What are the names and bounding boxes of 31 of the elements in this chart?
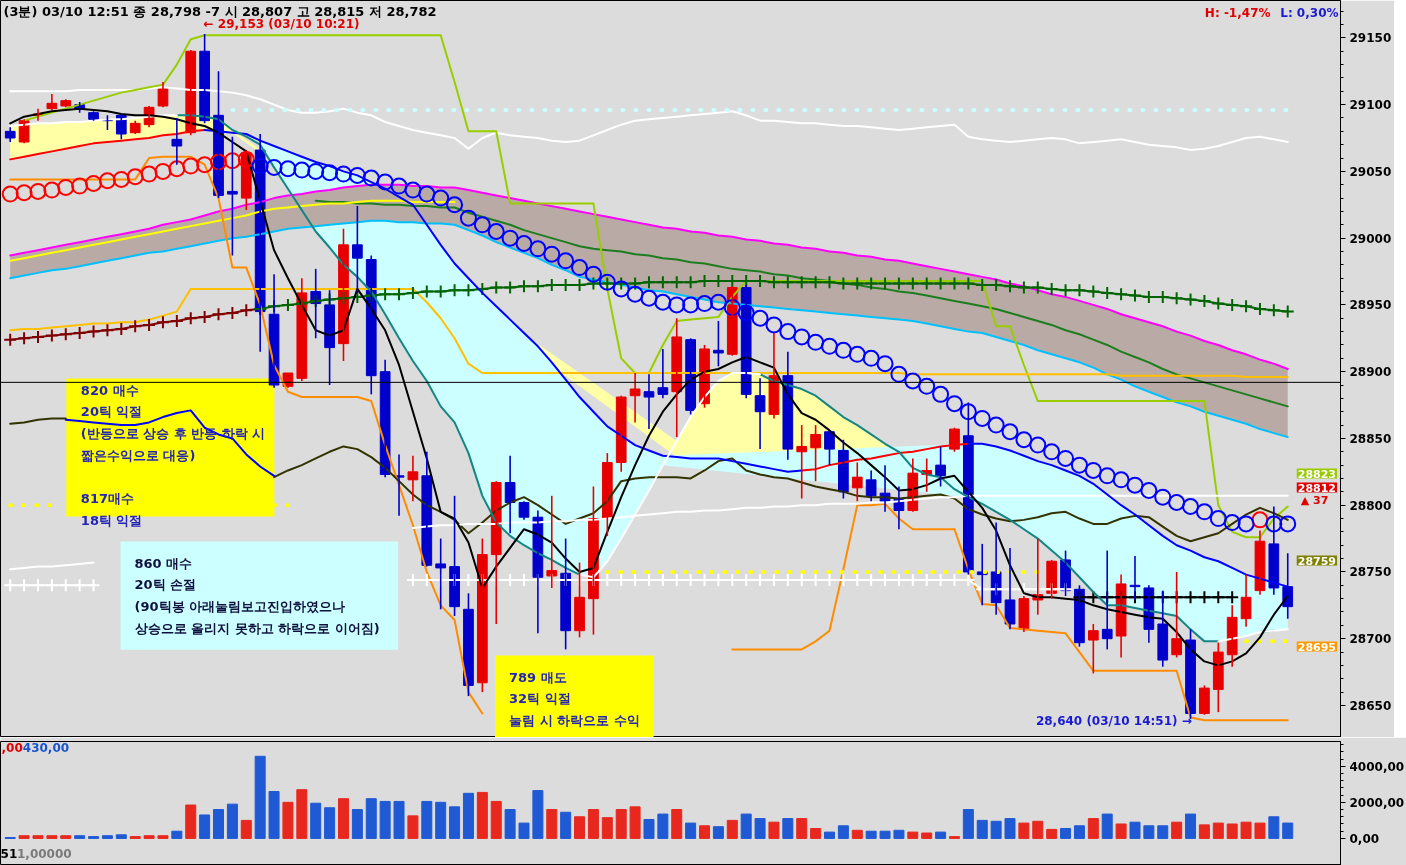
y-tick-label: 29000 — [1349, 231, 1392, 246]
y-tick-label: 2000,00 — [1349, 795, 1405, 810]
text: 28695 — [1297, 640, 1337, 654]
y-tick-label: 28900 — [1349, 365, 1392, 380]
annotation: 860 매수 20틱 손절 (90틱봉 아래눌림보고진입하였으나 상승으로 올리지 못하고 하락으로 이어짐) — [134, 555, 380, 636]
y-tick-label: 28950 — [1349, 298, 1392, 313]
y-tick-label: 0,00 — [1349, 831, 1380, 846]
annotation: 28,640 (03/10 14:51) → — [1035, 713, 1192, 728]
annotation: 430,00 — [22, 740, 70, 755]
y-tick-label: 29150 — [1349, 31, 1392, 46]
y-tick-label: 28700 — [1349, 632, 1392, 647]
text: ▲ 37 — [1300, 494, 1329, 507]
annotation: ,00 — [1, 740, 23, 755]
chart-title: (3분) 03/10 12:51 종 28,798 -7 시 28,807 고 28,815 저 28,782 — [3, 3, 437, 19]
annotation: ← 29,153 (03/10 10:21) — [203, 16, 360, 31]
y-tick-label: 29100 — [1349, 98, 1392, 113]
text: 28812 — [1297, 481, 1337, 495]
y-tick-label: 4000,00 — [1349, 759, 1405, 774]
annotation: 1,00000 — [16, 846, 72, 861]
annotation: L: 0,30% — [1280, 5, 1339, 20]
annotation: 789 매도 32틱 익절 눌림 시 하락으로 수익 — [509, 669, 640, 728]
annotation: 51 — [0, 846, 18, 861]
y-tick-label: 28800 — [1349, 498, 1392, 513]
y-tick-label: 29050 — [1349, 164, 1392, 179]
y-tick-label: 28750 — [1349, 565, 1392, 580]
text: 820 매수 20틱 익절 (반등으로 상승 후 반등 하락 시 짧은수익으로 대응) 817매수 18틱 익절 — [80, 382, 266, 528]
y-tick-label: 28850 — [1349, 431, 1392, 446]
annotation: H: -1,47% — [1204, 5, 1271, 20]
text: 28823 — [1297, 467, 1337, 481]
y-tick-label: 28650 — [1349, 698, 1392, 713]
text: 28759 — [1297, 554, 1337, 568]
